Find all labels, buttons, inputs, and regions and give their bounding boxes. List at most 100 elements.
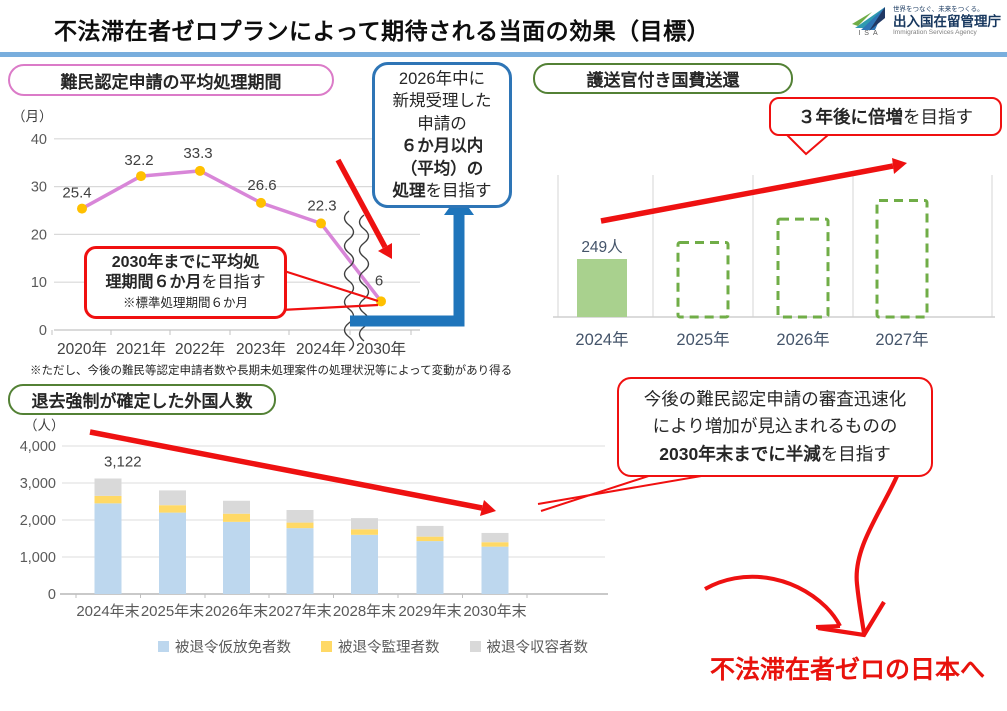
value-label: 25.4 [62, 185, 91, 202]
callout-halve-target: 今後の難民認定申請の審査迅速化 により増加が見込まれるものの 2030年末までに半減… [617, 377, 933, 477]
callout-line: 理期間６か月を目指す [105, 274, 266, 292]
unit-label: （人） [24, 418, 65, 433]
data-line [80, 169, 383, 304]
x-label: 2021年 [116, 340, 166, 358]
title-divider [0, 52, 1007, 57]
stack-segment [223, 513, 250, 522]
callout-line: 今後の難民認定申請の審査迅速化 [643, 389, 907, 409]
stack-segment [286, 510, 314, 523]
unit-label: （月） [12, 109, 53, 124]
x-label: 2020年 [57, 340, 107, 358]
isa-plane-icon [852, 7, 885, 31]
callout-line: 2030年までに平均処 [111, 254, 260, 271]
logo-agency-name-en: Immigration Services Agency [893, 29, 977, 37]
goal-curve-arrow-right [854, 475, 899, 634]
section-title-refugee: 難民認定申請の平均処理期間 [8, 64, 334, 96]
x-label: 2025年末 [141, 603, 204, 620]
page-title: 不法滞在者ゼロプランによって期待される当面の効果（目標） [54, 18, 711, 44]
goal-text: 不法滞在者ゼロの日本へ [709, 656, 985, 684]
callout-line: 新規受理した [392, 92, 492, 111]
section-title-escort: 護送官付き国費送還 [533, 63, 793, 94]
callout-line: ３年後に倍増を目指す [798, 107, 973, 127]
callout-double-tail [784, 134, 831, 156]
legend-item: 被退令収容者数 [469, 636, 589, 657]
stack-segment [159, 490, 186, 506]
goal-curve-arrowhead-left [815, 624, 841, 629]
stack-segment [416, 541, 444, 594]
y-tick-label: 1,000 [20, 550, 56, 566]
stack-segment [94, 478, 122, 496]
data-point [256, 197, 266, 208]
bar-actual [577, 259, 627, 317]
stack-segment [351, 534, 378, 594]
legend-label: 被退令仮放免者数 [175, 640, 291, 656]
callout-2026-target: 2026年中に 新規受理した 申請の ６か月以内 （平均）の 処理を目指す [372, 62, 512, 208]
value-label: 22.3 [307, 197, 336, 214]
stack-segment [159, 512, 186, 594]
value-label: 249人 [581, 238, 622, 256]
stack-segment [351, 518, 378, 530]
stack-segment [416, 536, 444, 542]
y-tick-label: 20 [31, 227, 47, 243]
legend-swatch [321, 641, 332, 652]
x-label: 2027年末 [268, 603, 331, 620]
legend-swatch [469, 641, 481, 652]
stack-segment [223, 500, 250, 514]
refugee-chart-note: ※ただし、今後の難民等認定申請者数や長期未処理案件の処理状況等によって変動があり… [30, 365, 513, 377]
section-title-deportation: 退去強制が確定した外国人数 [8, 384, 276, 415]
y-tick-label: 10 [31, 275, 47, 291]
legend-label: 被退令収容者数 [486, 640, 589, 656]
callout-line: 申請の [417, 114, 467, 133]
deportation-stacked-bar-chart: 0 1,000 2,000 3,000 4,000 （人） 2024年末 2025年末 2026… [20, 418, 608, 620]
isa-logo: ISA [852, 6, 888, 37]
bar-target-dashed [776, 217, 830, 319]
callout-line: ６か月以内 [400, 137, 484, 156]
callout-line: 2030年末までに半減を目指す [659, 443, 891, 464]
data-point [77, 203, 87, 214]
callout-line: により増加が見込まれるものの [652, 416, 898, 437]
data-point [376, 296, 386, 307]
y-tick-label: 3,000 [20, 476, 56, 492]
goal-curve-arrow-left [704, 574, 842, 627]
stack-segment [416, 525, 444, 537]
escort-repatriation-bar-chart: 249人 2024年 2025年 2026年 2027年 [553, 175, 995, 349]
x-label: 2023年 [236, 340, 286, 358]
y-tick-label: 30 [31, 180, 47, 196]
value-label: 33.3 [183, 145, 212, 162]
callout-double-target: ３年後に倍増を目指す [769, 97, 1002, 136]
refugee-processing-line-chart: 0 10 20 30 40 （月） 25.4 32.2 33.3 26.6 22.3 6 2020年 20… [12, 109, 420, 358]
data-point [195, 165, 205, 176]
x-label: 2028年末 [333, 603, 396, 620]
agency-logo: ISA 世界をつなぐ、未来をつくる。 出入国在留管理庁 Immigration … [852, 6, 1001, 37]
deportation-chart-legend: 被退令仮放免者数 被退令監理者数 被退令収容者数 [158, 636, 588, 657]
value-label: 6 [375, 272, 383, 289]
y-tick-label: 0 [48, 587, 56, 603]
x-label: 2024年末 [76, 603, 139, 620]
stack-segment [159, 505, 186, 513]
legend-item: 被退令仮放免者数 [158, 636, 291, 657]
data-point [136, 171, 146, 182]
value-label: 26.6 [247, 177, 276, 194]
goal-curve-arrowhead-right [817, 600, 886, 638]
x-label: 2030年 [356, 340, 406, 358]
x-label: 2029年末 [398, 603, 461, 620]
y-tick-label: 0 [39, 323, 47, 339]
legend-swatch [158, 641, 169, 652]
stack-segment [481, 532, 509, 543]
isa-label: ISA [858, 30, 882, 37]
stack-segment [351, 529, 378, 535]
x-label: 2024年 [575, 330, 628, 349]
callout-2030-target: 2030年までに平均処 理期間６か月を目指す ※標準処理期間６か月 [84, 246, 287, 319]
logo-agency-name: 出入国在留管理庁 [893, 13, 1001, 29]
data-point [316, 218, 326, 229]
total-label: 3,122 [104, 453, 142, 470]
y-tick-label: 40 [31, 132, 47, 148]
legend-label: 被退令監理者数 [338, 640, 440, 656]
stack-segment [481, 542, 509, 547]
y-tick-label: 2,000 [20, 513, 56, 529]
x-label: 2024年 [296, 340, 346, 358]
callout-line: （平均）の [400, 159, 484, 178]
x-label: 2022年 [175, 340, 225, 358]
x-label: 2030年末 [463, 603, 526, 620]
